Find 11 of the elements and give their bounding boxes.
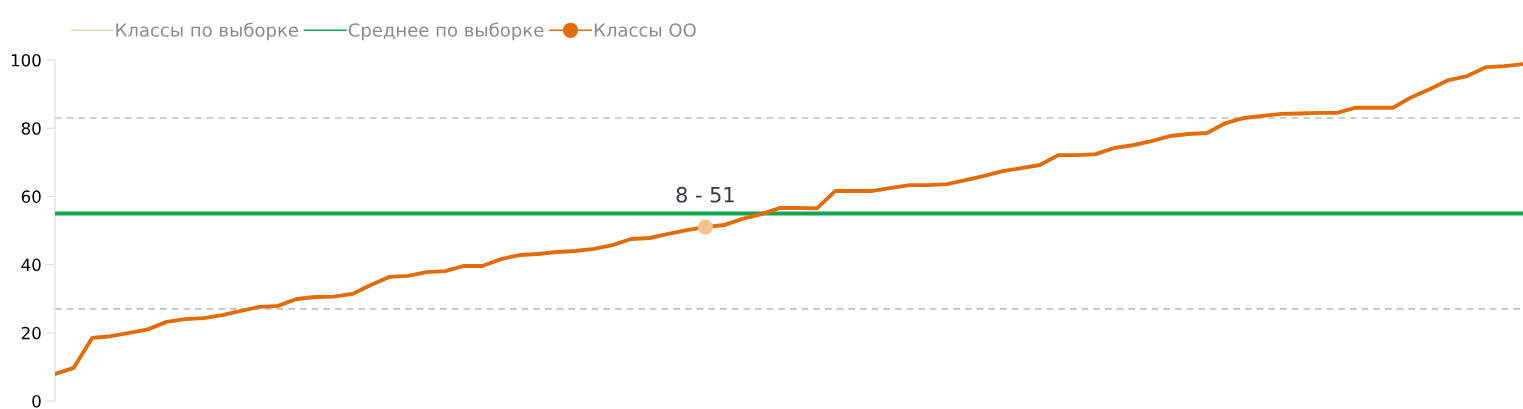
y-tick-label: 20	[21, 326, 41, 340]
line-series	[55, 62, 1523, 377]
y-tick-label: 40	[21, 258, 41, 272]
y-tick-label: 80	[21, 122, 41, 135]
annotation: 8 - 51	[676, 186, 734, 203]
y-tick-label: 100	[11, 53, 41, 67]
legend-label: Классы ОО	[594, 23, 696, 37]
legend-label: Среднее по выборке	[348, 22, 544, 41]
legend-label: Классы по выборке	[116, 22, 299, 41]
y-tick-label: 0	[32, 394, 41, 408]
y-tick-label: 60	[21, 190, 41, 203]
